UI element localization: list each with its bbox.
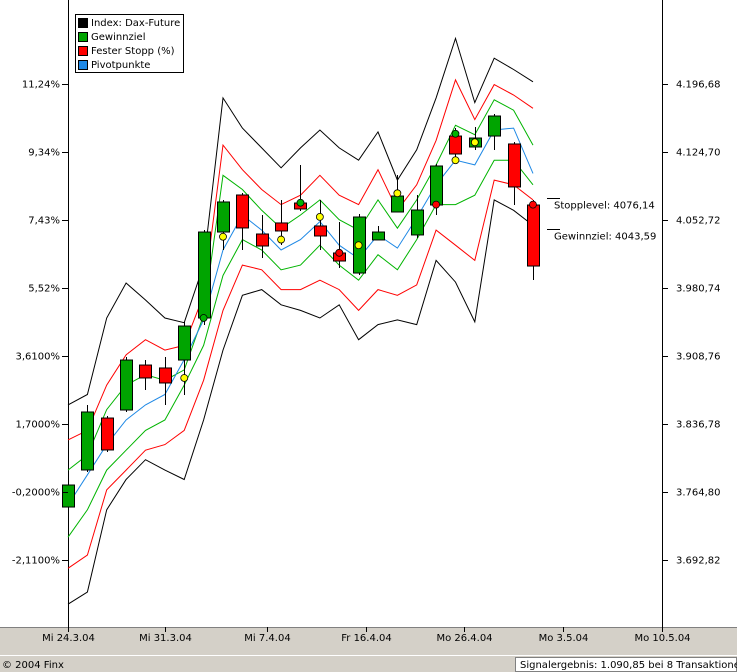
signal-marker: [296, 198, 305, 207]
annotation-label: Gewinnziel: 4043,59: [554, 232, 656, 243]
signal-marker: [315, 213, 324, 221]
candle-body: [527, 204, 540, 267]
signal-marker: [432, 200, 441, 209]
y-tick-label: 3.764,80: [676, 488, 721, 499]
candle-body: [178, 325, 191, 361]
legend: Index: Dax-Future Gewinnziel Fester Stopp …: [75, 14, 184, 73]
candle-body: [256, 233, 269, 247]
y2-tick-label: -0,2000%: [12, 488, 60, 499]
band-lower: [67, 199, 534, 605]
signal-marker: [470, 138, 479, 147]
legend-label: Pivotpunkte: [91, 60, 150, 71]
candle-body: [81, 411, 94, 471]
legend-swatch: [78, 32, 88, 42]
y2-tick-label: 3,6100%: [16, 352, 61, 363]
candle-body: [236, 194, 249, 229]
candle-body: [391, 195, 404, 213]
signal-marker: [335, 248, 344, 257]
candle-body: [488, 115, 501, 137]
legend-box: [75, 14, 184, 73]
y-tick-label: 4.052,72: [676, 216, 721, 227]
signal-marker: [219, 232, 227, 241]
signal-marker: [393, 189, 402, 198]
annotation-label: Stopplevel: 4076,14: [554, 201, 655, 212]
y-tick-label: 3.908,76: [676, 352, 721, 363]
x-tick-label: Fr 16.4.04: [341, 633, 391, 644]
signal-marker: [180, 374, 189, 382]
candle-body: [139, 364, 152, 379]
candle-body: [120, 359, 133, 411]
y2-tick-label: 5,52%: [28, 284, 60, 295]
signal-marker: [451, 129, 460, 138]
x-tick-label: Mo 10.5.04: [634, 633, 690, 644]
legend-swatch: [78, 18, 88, 28]
y2-tick-label: -2,1100%: [12, 556, 60, 567]
legend-label: Index: Dax-Future: [91, 18, 180, 29]
candle-body: [62, 484, 75, 508]
legend-label: Gewinnziel: [91, 32, 146, 43]
x-tick-label: Mo 26.4.04: [436, 633, 492, 644]
y-tick-label: 3.836,78: [676, 420, 721, 431]
candle-body: [198, 231, 211, 319]
candle-body: [508, 143, 521, 188]
signal-marker: [277, 235, 286, 244]
candle-body: [217, 201, 230, 233]
signal-marker: [199, 314, 208, 322]
candle-body: [449, 135, 462, 155]
y-tick-label: 4.124,70: [676, 148, 721, 159]
legend-label: Fester Stopp (%): [91, 46, 175, 57]
y-tick-label: 3.980,74: [676, 284, 721, 295]
y2-tick-label: 11,24%: [22, 80, 60, 91]
legend-swatch: [78, 60, 88, 70]
x-tick-label: Mi 24.3.04: [42, 633, 95, 644]
band-lower: [67, 159, 534, 538]
signal-marker: [354, 241, 363, 250]
x-tick-label: Mo 3.5.04: [539, 633, 589, 644]
candle-body: [159, 367, 172, 384]
copyright: © 2004 Finx: [2, 660, 64, 671]
x-tick-label: Mi 31.3.04: [139, 633, 192, 644]
y2-tick-label: 7,43%: [28, 216, 60, 227]
signal-marker: [451, 156, 460, 165]
band-lower: [67, 179, 534, 569]
y2-tick-label: 9,34%: [28, 148, 60, 159]
legend-swatch: [78, 46, 88, 56]
y-tick-label: 3.692,82: [676, 556, 721, 567]
candle-body: [411, 209, 424, 236]
candle-body: [372, 231, 385, 241]
plot-background: [0, 0, 737, 627]
date-band: [0, 627, 737, 655]
candle-body: [430, 165, 443, 206]
x-tick-label: Mi 7.4.04: [244, 633, 290, 644]
y2-tick-label: 1,7000%: [16, 420, 61, 431]
candle-body: [101, 417, 114, 451]
y-tick-label: 4.196,68: [676, 80, 721, 91]
signal-result: Signalergebnis: 1.090,85 bei 8 Transakti…: [520, 660, 737, 671]
marks: [62, 36, 540, 605]
candle-body: [314, 225, 327, 237]
band-upper: [67, 36, 534, 406]
candle-body: [275, 222, 288, 232]
signal-marker: [529, 200, 537, 209]
